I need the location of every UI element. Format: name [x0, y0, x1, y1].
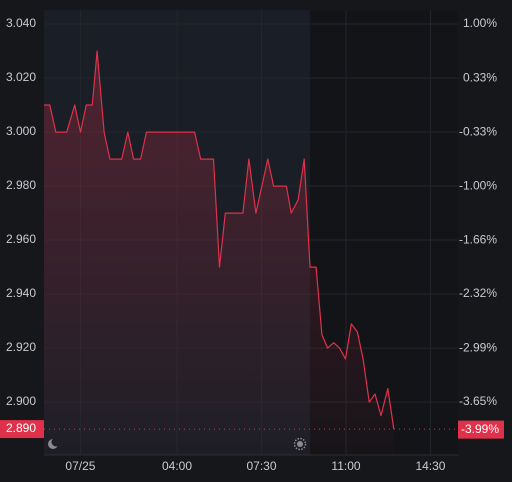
last-price-label: 2.890	[6, 421, 36, 435]
last-price-badge	[0, 420, 44, 439]
y-tick-label: 2.940	[6, 286, 36, 300]
y-tick-label: 2.960	[6, 232, 36, 246]
y-tick-label: 2.920	[6, 340, 36, 354]
last-change-label: -3.99%	[461, 422, 499, 436]
x-tick-label: 14:30	[415, 459, 445, 473]
y2-tick-label: -1.00%	[459, 179, 497, 193]
x-tick-label: 07:30	[246, 459, 276, 473]
y2-tick-label: -0.33%	[459, 124, 497, 138]
last-change-badge	[458, 420, 504, 439]
price-line	[44, 50, 395, 430]
area	[44, 51, 394, 455]
y2-tick-label: 0.33%	[463, 71, 497, 85]
y2-tick-label: -2.99%	[459, 341, 497, 355]
x-tick-label: 07/25	[65, 459, 95, 473]
y2-tick-label: -1.66%	[459, 232, 497, 246]
y2-tick-label: 1.00%	[463, 16, 497, 30]
y-tick-label: 3.000	[6, 124, 36, 138]
y2-tick-label: -2.32%	[459, 286, 497, 300]
y2-tick-label: -3.65%	[459, 394, 497, 408]
x-tick-label: 04:00	[162, 459, 192, 473]
y-tick-label: 3.040	[6, 16, 36, 30]
y-tick-label: 3.020	[6, 70, 36, 84]
y-tick-label: 2.980	[6, 178, 36, 192]
y-tick-label: 2.900	[6, 394, 36, 408]
x-tick-label: 11:00	[331, 459, 360, 473]
